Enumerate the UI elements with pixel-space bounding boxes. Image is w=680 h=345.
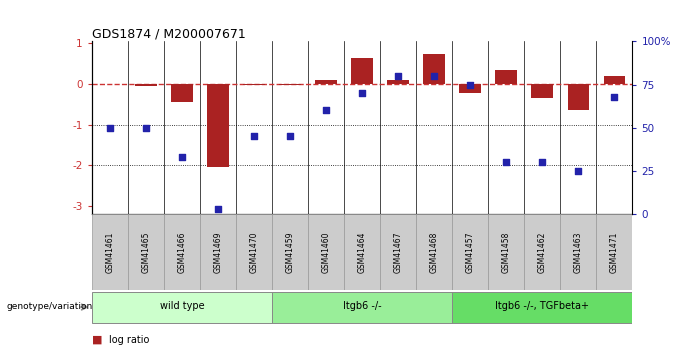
Bar [452,292,632,323]
Bar [452,214,488,290]
Text: GSM41471: GSM41471 [610,231,619,273]
Point [212,206,223,211]
Bar [424,53,445,84]
Text: GSM41458: GSM41458 [502,231,511,273]
Text: Itgb6 -/-, TGFbeta+: Itgb6 -/-, TGFbeta+ [495,302,590,311]
Bar [135,84,156,86]
Bar [352,58,373,84]
Bar [92,214,128,290]
Bar [560,214,596,290]
Text: log ratio: log ratio [109,335,149,345]
Bar [128,214,164,290]
Text: GSM41460: GSM41460 [322,231,330,273]
Text: GSM41468: GSM41468 [430,231,439,273]
Text: GSM41461: GSM41461 [105,231,114,273]
Text: GSM41470: GSM41470 [250,231,258,273]
Point [428,73,439,79]
Bar [604,76,625,84]
Point [464,82,475,87]
Text: GSM41466: GSM41466 [177,231,186,273]
Bar [596,214,632,290]
Bar [171,84,192,102]
Bar [524,214,560,290]
Bar [92,292,272,323]
Point [320,108,331,113]
Point [141,125,152,130]
Bar [532,84,553,98]
Point [500,159,511,165]
Bar [460,84,481,93]
Bar [279,84,301,85]
Point [248,134,259,139]
Text: ■: ■ [92,335,102,345]
Text: GSM41467: GSM41467 [394,231,403,273]
Bar [200,214,236,290]
Bar [316,80,337,84]
Bar [416,214,452,290]
Bar [236,214,272,290]
Bar [496,70,517,84]
Bar [243,84,265,85]
Point [105,125,116,130]
Text: GSM41469: GSM41469 [214,231,222,273]
Text: wild type: wild type [160,302,204,311]
Text: genotype/variation: genotype/variation [7,302,93,311]
Text: Itgb6 -/-: Itgb6 -/- [343,302,381,311]
Point [356,90,367,96]
Text: GSM41465: GSM41465 [141,231,150,273]
Bar [272,214,308,290]
Point [176,154,187,160]
Text: GSM41463: GSM41463 [574,231,583,273]
Bar [308,214,344,290]
Point [609,94,619,99]
Point [284,134,295,139]
Bar [568,84,589,110]
Bar [164,214,200,290]
Bar [388,80,409,84]
Bar [344,214,380,290]
Point [537,159,547,165]
Bar [488,214,524,290]
Text: GDS1874 / M200007671: GDS1874 / M200007671 [92,27,245,40]
Point [392,73,403,79]
Bar [207,84,228,167]
Bar [380,214,416,290]
Text: GSM41459: GSM41459 [286,231,294,273]
Bar [272,292,452,323]
Point [573,168,583,174]
Text: GSM41462: GSM41462 [538,231,547,273]
Text: GSM41457: GSM41457 [466,231,475,273]
Text: GSM41464: GSM41464 [358,231,367,273]
